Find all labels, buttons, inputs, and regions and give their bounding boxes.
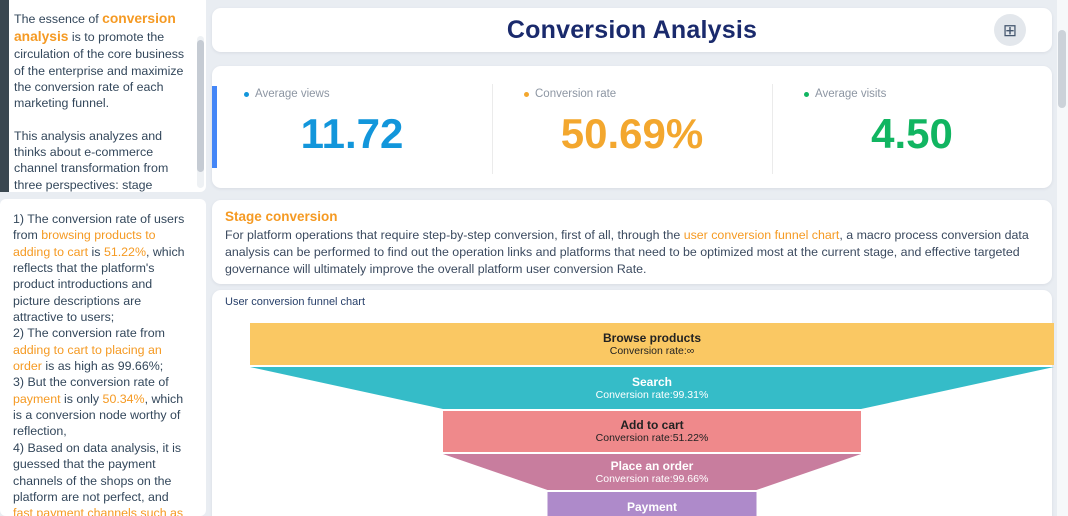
finding-item: 4) Based on data analysis, it is guessed… <box>13 440 192 516</box>
funnel-stage-rate: Conversion rate:51.22% <box>595 432 709 444</box>
stage-conversion-card: Stage conversion For platform operations… <box>212 200 1052 284</box>
text-segment: is to promote the circulation of the cor… <box>14 30 185 111</box>
stage-conversion-heading: Stage conversion <box>225 209 338 224</box>
finding-item: 1) The conversion rate of users from bro… <box>13 211 192 325</box>
metric-value: 50.69% <box>560 110 704 157</box>
grid-plus-icon: ⊞ <box>1002 20 1018 40</box>
text-segment: is only <box>60 391 103 406</box>
text-segment: 50.34% <box>102 391 145 406</box>
funnel-stage-name: Search <box>631 374 673 389</box>
text-segment: user conversion funnel chart <box>683 228 840 242</box>
text-segment: adding to cart to placing an order <box>13 342 162 374</box>
text-segment: , which is a conversion node worthy of r… <box>13 391 184 439</box>
layout-toggle-button[interactable]: ⊞ <box>994 14 1026 46</box>
metric-dot-icon <box>524 91 529 97</box>
text-segment: This analysis analyzes and thinks about … <box>14 128 169 192</box>
finding-item: 3) But the conversion rate of payment is… <box>13 374 192 439</box>
text-segment: is <box>88 244 104 259</box>
header-card: Conversion Analysis ⊞ <box>212 8 1052 52</box>
text-segment: fast payment channels such as GoPay and … <box>13 506 184 516</box>
text-segment: browsing products to adding to cart <box>13 228 156 259</box>
funnel-stage-name: Add to cart <box>620 418 684 432</box>
metric-value: 4.50 <box>871 110 953 157</box>
text-segment: 3) But the conversion rate of <box>13 375 169 390</box>
text-segment: , which reflects that the platform's pro… <box>13 244 185 325</box>
window-scrollbar-thumb[interactable] <box>1058 30 1066 108</box>
funnel-chart-card: User conversion funnel chart Browse prod… <box>212 290 1054 516</box>
funnel-stage-rate: Conversion rate:99.66% <box>595 472 709 485</box>
summary-paragraph: The essence of conversion analysis is to… <box>14 10 186 112</box>
funnel-stage-browse-products[interactable]: Browse products Conversion rate:∞ <box>250 323 1054 365</box>
metric-dot-icon <box>244 91 249 97</box>
metric-value: 11.72 <box>300 110 404 157</box>
funnel-stage-add-to-cart[interactable]: Add to cart Conversion rate:51.22% <box>442 411 862 452</box>
text-segment: 4) Based on data analysis, it is guessed… <box>13 440 182 504</box>
metric-label: Average visits <box>815 88 887 100</box>
metric-label: Conversion rate <box>535 88 617 100</box>
kpi-metric-conversion-rate: Conversion rate 50.69% <box>492 66 772 188</box>
text-segment: conversion analysis <box>14 11 176 45</box>
funnel-stage-search[interactable]: Search Conversion rate:99.31% <box>250 367 1054 409</box>
metric-label: Average views <box>255 88 330 100</box>
page-title: Conversion Analysis <box>506 16 758 44</box>
funnel-stage-rate: Conversion rate:99.31% <box>595 388 709 401</box>
kpi-metric-average-visits: Average visits 4.50 <box>772 66 1052 188</box>
summary-paragraph: This analysis analyzes and thinks about … <box>14 128 186 192</box>
text-segment: For platform operations that require ste… <box>225 228 684 242</box>
kpi-card: Average views 11.72 Conversion rate 50.69% A… <box>212 66 1052 188</box>
text-segment: is as high as 99.66%; <box>41 359 164 374</box>
kpi-metric-average-views: Average views 11.72 <box>212 66 492 188</box>
sidebar-scrollbar-track[interactable] <box>197 36 204 188</box>
funnel-stage-payment[interactable]: Payment <box>547 492 757 516</box>
text-segment: 2) The conversion rate from <box>13 326 165 341</box>
funnel-stage-name: Browse products <box>602 330 701 345</box>
kpi-row: Average views 11.72 Conversion rate 50.69% A… <box>212 66 1052 188</box>
funnel-chart-title: User conversion funnel chart <box>225 296 366 308</box>
text-segment: payment <box>13 391 61 406</box>
finding-item: 2) The conversion rate from adding to ca… <box>13 325 192 374</box>
text-segment: 1) The conversion rate of users from <box>13 212 185 243</box>
sidebar-summary-panel: The essence of conversion analysis is to… <box>0 0 206 192</box>
user-conversion-funnel-chart: Browse products Conversion rate:∞ Search Co… <box>250 323 1054 516</box>
metric-dot-icon <box>804 91 809 97</box>
sidebar-scrollbar-thumb[interactable] <box>197 40 204 172</box>
text-segment: 51.22% <box>103 244 146 259</box>
funnel-stage-place-an-order[interactable]: Place an order Conversion rate:99.66% <box>442 454 862 490</box>
text-segment: , a macro process conversion data analys… <box>225 228 1029 276</box>
window-scrollbar-track[interactable] <box>1057 0 1068 516</box>
text-segment: The essence of <box>14 12 103 26</box>
stage-conversion-body: For platform operations that require ste… <box>225 227 1039 278</box>
kpi-accent-bar <box>212 86 217 168</box>
funnel-stage-rate: Conversion rate:∞ <box>609 344 695 357</box>
funnel-stage-name: Payment <box>626 499 678 514</box>
funnel-stage-name: Place an order <box>610 458 694 473</box>
sidebar-findings-panel: 1) The conversion rate of users from bro… <box>0 199 206 516</box>
